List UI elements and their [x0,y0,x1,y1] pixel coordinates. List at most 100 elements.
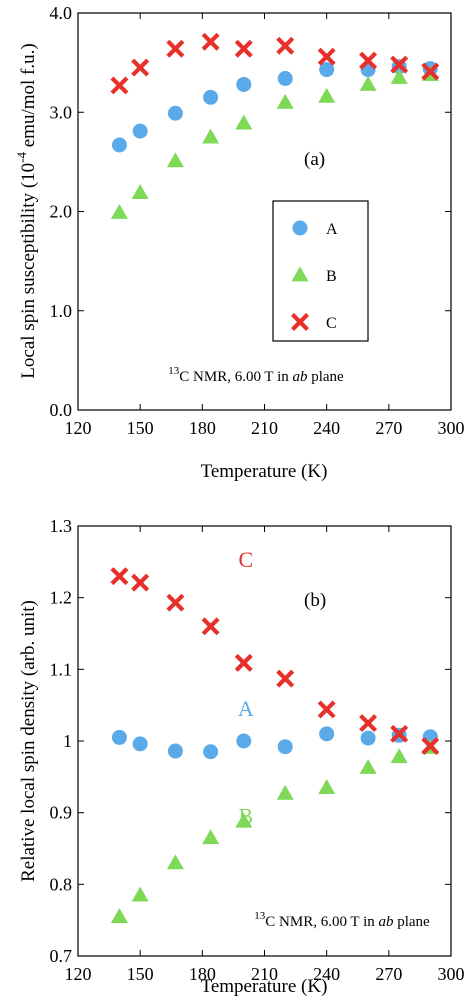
x-tick-label: 240 [313,964,340,984]
panel-a-data-points [110,32,440,219]
point-a [167,743,183,759]
point-c-stroke-2 [276,36,295,55]
point-c-stroke-2 [166,39,185,58]
point-c-stroke-2 [359,51,378,70]
point-a [111,729,127,745]
y-tick-label: 0.0 [50,400,73,420]
point-c [201,32,220,51]
point-c-stroke-2 [201,32,220,51]
panel-b-annotation: 13C NMR, 6.00 T in ab plane [254,910,430,930]
point-c-stroke-2 [131,573,150,592]
point-b [276,93,294,109]
point-c-stroke-2 [390,55,409,74]
point-b [131,184,149,200]
x-tick-label: 300 [438,964,465,984]
panel-a-ticks [77,12,452,411]
panel-b-y-axis-title: Relative local spin density (arb. unit) [18,600,39,882]
point-c-stroke-2 [421,737,440,755]
point-c [131,573,150,592]
point-c-stroke-2 [110,76,129,95]
point-c [421,62,440,81]
point-a [319,726,335,742]
point-c-stroke-2 [110,567,129,586]
legend-marker-b [291,266,309,282]
panel-a-annotation-italic: ab [292,369,308,385]
point-c [234,39,253,58]
panel-a-y-axis-title: Local spin susceptibility (10-4 emu/mol … [14,43,39,378]
point-a [236,733,252,749]
panel-b-annotation-sup: 13 [254,910,266,922]
point-b [166,854,184,870]
y-tick-label: 0.7 [50,946,73,966]
panel-a-annotation-post: plane [307,369,344,385]
point-c [276,36,295,55]
point-c [317,700,336,719]
point-c-stroke-2 [421,62,440,81]
point-c-stroke-2 [201,617,220,636]
point-a [132,736,148,752]
point-b [318,779,336,794]
panel-b-annotation-italic: ab [378,914,394,930]
point-b [235,812,253,828]
point-c-stroke-2 [131,58,150,77]
point-c [166,39,185,58]
point-c-stroke-2 [359,714,378,733]
point-a [236,76,252,92]
point-c [131,58,150,77]
point-c [276,669,295,688]
panel-b-x-axis-title: Temperature (K) [201,976,328,997]
point-c [359,714,378,733]
point-b [166,152,184,168]
point-a [203,89,219,105]
legend-marker-c [291,313,309,331]
point-b [318,87,336,103]
panel-b-series-labels: CAB [238,547,254,829]
legend-label-c: C [326,315,337,332]
point-c [359,51,378,70]
y-tick-label: 1.1 [50,659,73,679]
point-c [421,737,440,755]
y-tick-label: 3.0 [50,102,73,122]
x-tick-label: 120 [65,964,92,984]
point-c-stroke-2 [166,593,185,612]
y-tick-label: 0.9 [50,803,73,823]
panel-b-label: (b) [304,590,326,611]
x-tick-label: 270 [375,964,402,984]
point-b [110,203,128,219]
y-tick-label: 4.0 [50,3,73,23]
point-a [111,137,127,153]
point-a [277,71,293,87]
panel-a-legend: A B C [272,200,369,342]
panel-a-x-axis-title: Temperature (K) [201,461,328,482]
point-b [276,784,294,800]
x-tick-label: 210 [251,964,278,984]
point-a [132,123,148,139]
panel-a-y-title-exponent: -4 [14,152,29,163]
panel-b-tick-labels: 120 150 180 210 240 270 300 0.7 0.8 0.9 1 1.1 1.2 1.3 [50,516,465,984]
legend-marker-a [292,220,308,236]
panel-b-data-points [110,567,440,923]
legend-label-a: A [326,221,338,238]
y-tick-label: 1.2 [50,588,73,608]
point-b [110,908,128,923]
x-tick-label: 150 [127,964,154,984]
y-tick-label: 1.0 [50,301,73,321]
point-c-stroke-2 [317,47,336,66]
x-tick-label: 210 [251,418,278,438]
point-b [390,69,408,84]
series-label-a: A [238,696,254,721]
panel-b-chart: 120 150 180 210 240 270 300 0.7 0.8 0.9 1 1.1 1.2 1.3… [18,516,465,997]
x-tick-label: 240 [313,418,340,438]
panel-a-legend-box [272,200,369,342]
y-tick-label: 0.8 [50,874,73,894]
point-b [390,748,408,764]
point-c [110,567,129,586]
y-tick-label: 1.3 [50,516,73,536]
point-c-stroke-2 [317,700,336,719]
point-b [359,759,377,774]
panel-a-y-title-tail: emu/mol f.u.) [18,43,39,152]
point-a [167,105,183,121]
point-c [110,76,129,95]
panel-b-ticks [77,525,452,957]
